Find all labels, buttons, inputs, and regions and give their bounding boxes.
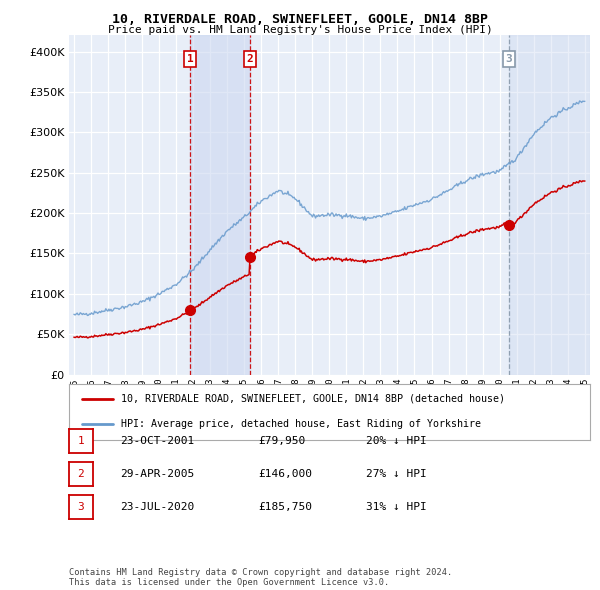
Text: 1: 1 — [77, 436, 85, 445]
Text: 23-OCT-2001: 23-OCT-2001 — [120, 436, 194, 445]
Text: HPI: Average price, detached house, East Riding of Yorkshire: HPI: Average price, detached house, East… — [121, 419, 481, 430]
Bar — [190, 35, 250, 375]
Text: 2: 2 — [77, 469, 85, 478]
Text: 3: 3 — [77, 502, 85, 512]
Text: 10, RIVERDALE ROAD, SWINEFLEET, GOOLE, DN14 8BP: 10, RIVERDALE ROAD, SWINEFLEET, GOOLE, D… — [112, 13, 488, 26]
Text: 27% ↓ HPI: 27% ↓ HPI — [366, 469, 427, 478]
Text: 2: 2 — [247, 54, 253, 64]
Text: 1: 1 — [187, 54, 193, 64]
Text: Contains HM Land Registry data © Crown copyright and database right 2024.
This d: Contains HM Land Registry data © Crown c… — [69, 568, 452, 587]
Text: £146,000: £146,000 — [258, 469, 312, 478]
Text: £185,750: £185,750 — [258, 502, 312, 512]
Text: 20% ↓ HPI: 20% ↓ HPI — [366, 436, 427, 445]
Text: 10, RIVERDALE ROAD, SWINEFLEET, GOOLE, DN14 8BP (detached house): 10, RIVERDALE ROAD, SWINEFLEET, GOOLE, D… — [121, 394, 505, 404]
Bar — [509, 35, 590, 375]
Text: 3: 3 — [506, 54, 512, 64]
Text: 23-JUL-2020: 23-JUL-2020 — [120, 502, 194, 512]
Text: 31% ↓ HPI: 31% ↓ HPI — [366, 502, 427, 512]
Text: £79,950: £79,950 — [258, 436, 305, 445]
Text: Price paid vs. HM Land Registry's House Price Index (HPI): Price paid vs. HM Land Registry's House … — [107, 25, 493, 35]
Text: 29-APR-2005: 29-APR-2005 — [120, 469, 194, 478]
